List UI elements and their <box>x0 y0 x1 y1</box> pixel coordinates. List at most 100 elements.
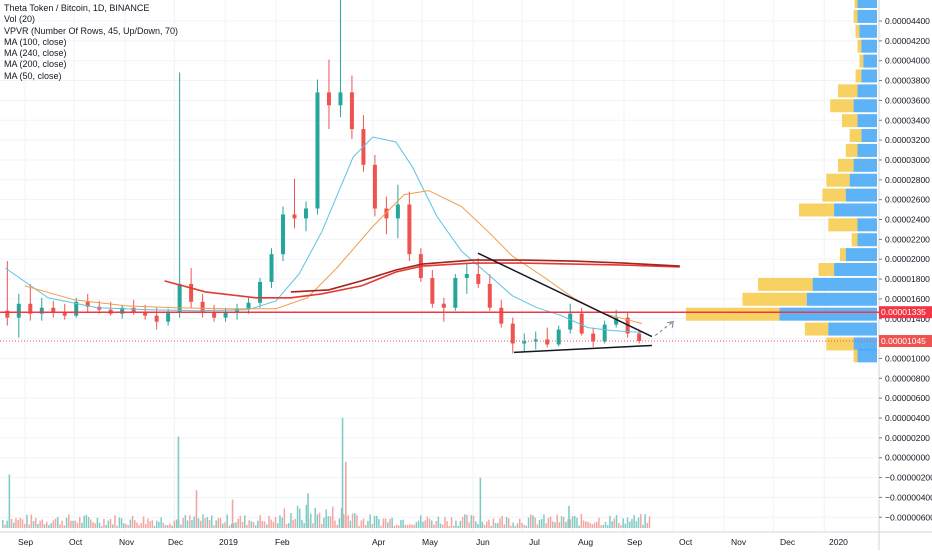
volume-bar <box>439 523 442 528</box>
volume-bar <box>479 477 482 528</box>
volume-bar <box>32 520 35 528</box>
volume-bar <box>604 522 607 528</box>
time-tick-label: Feb <box>275 537 290 547</box>
vpvr-bar-up <box>806 292 877 306</box>
indicator-vpvr[interactable]: VPVR (Number Of Rows, 45, Up/Down, 70) <box>4 25 179 36</box>
vpvr-bar-down <box>841 114 858 128</box>
volume-bar <box>574 515 576 528</box>
candle-body <box>223 312 228 318</box>
indicator-ma200[interactable]: MA (200, close) <box>4 59 67 70</box>
volume-bar <box>39 520 41 528</box>
volume-bar <box>217 518 220 528</box>
candle-body <box>143 311 148 316</box>
volume-bar <box>512 522 514 528</box>
volume-bar <box>272 521 275 528</box>
volume-bar <box>404 524 407 528</box>
vpvr-bar-down <box>857 39 862 53</box>
volume-bar <box>587 521 589 528</box>
candle-body <box>246 302 251 309</box>
volume-bar <box>312 523 314 528</box>
volume-bar <box>530 514 532 528</box>
volume-bar <box>486 521 488 528</box>
volume-bar <box>624 523 627 528</box>
volume-bar <box>417 520 420 528</box>
price-axis: 0.00004400 0.00004200 0.00004000 0.00003800… <box>879 16 932 522</box>
volume-bar <box>525 525 528 528</box>
volume-bar <box>589 523 591 528</box>
volume-bar <box>257 520 259 528</box>
candle-body <box>16 303 21 318</box>
candle-body <box>510 323 515 344</box>
candle-body <box>637 333 642 341</box>
volume-bar <box>252 522 255 528</box>
volume-bar <box>244 515 246 528</box>
volume-bar <box>184 515 187 528</box>
trendline-triangle-lower <box>514 344 652 354</box>
candle-body <box>349 92 354 130</box>
volume-bar <box>468 522 470 528</box>
volume-bar <box>602 524 605 528</box>
vpvr-bar-up <box>857 0 877 9</box>
volume-bar <box>472 515 475 528</box>
last-price-badge-text: 0.00001045 <box>881 336 926 346</box>
volume-bar <box>277 523 279 528</box>
price-tick-label: 0.00002400 <box>885 215 930 225</box>
volume-bar <box>560 516 563 528</box>
volume-bar <box>334 520 336 528</box>
symbol-title[interactable]: Theta Token / Bitcoin, 1D, BINANCE <box>4 3 150 13</box>
price-tick-label: 0.00003400 <box>885 115 930 125</box>
candle-body <box>292 214 297 219</box>
volume-bar <box>79 517 81 528</box>
volume-bar <box>580 514 583 528</box>
volume-bar <box>134 520 136 528</box>
volume-bar <box>629 521 631 528</box>
volume-bar <box>182 518 184 528</box>
volume-bar <box>563 516 565 528</box>
volume-bar <box>373 515 376 528</box>
volume-bar <box>268 515 270 528</box>
volume-bar <box>85 514 88 528</box>
volume-bar <box>554 522 556 528</box>
indicator-ma50[interactable]: MA (50, close) <box>4 70 62 81</box>
volume-bar <box>318 512 321 528</box>
indicator-vol[interactable]: Vol (20) <box>4 14 36 25</box>
volume-bar <box>455 520 457 528</box>
volume-bar <box>598 517 600 528</box>
volume-bar <box>4 524 6 528</box>
volume-bar <box>281 517 283 528</box>
volume-bar <box>72 520 74 528</box>
volume-bar <box>448 525 451 528</box>
candle-body <box>120 307 125 314</box>
volume-bar <box>61 520 63 528</box>
vpvr-bar-down <box>804 322 829 336</box>
indicator-ma240[interactable]: MA (240, close) <box>4 48 67 59</box>
candle-body <box>177 283 182 312</box>
volume-bar <box>341 417 344 528</box>
volume-bar <box>453 525 455 528</box>
price-tick-label: 0.00002600 <box>885 195 930 205</box>
volume-bar <box>450 517 453 528</box>
volume-bar <box>239 516 242 528</box>
candle-body <box>487 283 492 308</box>
price-tick-label: 0.00000200 <box>885 433 930 443</box>
volume-bar <box>6 520 8 528</box>
volume-bar <box>149 521 151 528</box>
volume-bar <box>475 521 477 528</box>
volume-bar <box>136 522 138 528</box>
candle-body <box>441 303 446 308</box>
candle-body <box>281 214 286 255</box>
volume-bar <box>327 516 330 528</box>
volume-bar <box>127 525 129 528</box>
volume-bar <box>175 519 178 528</box>
volume-bar <box>246 524 248 528</box>
indicator-ma100[interactable]: MA (100, close) <box>4 36 67 47</box>
volume-bar <box>395 524 398 528</box>
volume-bar <box>611 521 613 528</box>
candle-body <box>258 281 263 303</box>
candle-body <box>154 315 159 322</box>
volume-bar <box>435 520 437 528</box>
volume-bar <box>213 525 215 528</box>
volume-bar <box>57 516 59 528</box>
